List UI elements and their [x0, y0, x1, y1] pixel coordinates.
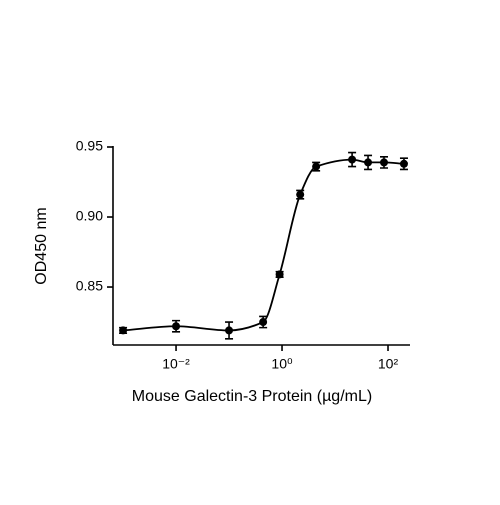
data-point — [225, 326, 234, 335]
y-tick-label: 0.85 — [76, 278, 103, 294]
data-point — [312, 162, 321, 171]
data-point — [399, 159, 408, 168]
x-tick-label: 10² — [378, 356, 399, 372]
data-point — [172, 322, 181, 331]
x-axis-title: Mouse Galectin-3 Protein (µg/mL) — [132, 388, 372, 405]
data-point — [348, 155, 357, 164]
x-tick-label: 10⁰ — [271, 356, 293, 372]
data-point — [275, 270, 284, 279]
data-point — [259, 318, 268, 327]
data-point — [119, 326, 128, 335]
y-axis-title: OD450 nm — [33, 207, 50, 284]
fit-curve — [122, 158, 405, 332]
data-point — [379, 158, 388, 167]
data-point — [364, 158, 373, 167]
y-tick-label: 0.90 — [76, 208, 103, 224]
x-tick-label: 10⁻² — [162, 356, 190, 372]
data-point — [296, 190, 305, 199]
y-tick-label: 0.95 — [76, 138, 103, 154]
